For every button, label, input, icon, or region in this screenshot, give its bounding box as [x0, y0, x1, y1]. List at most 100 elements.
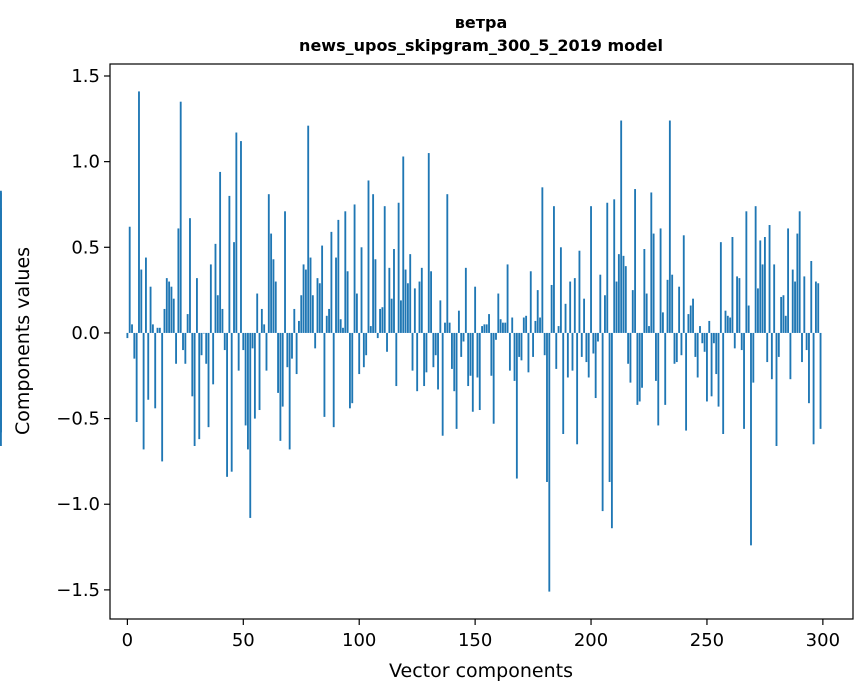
bar [754, 206, 757, 333]
bar [223, 332, 226, 351]
bar [780, 296, 783, 333]
bar [263, 324, 266, 333]
chart-title: ветра [455, 13, 508, 32]
bar [427, 153, 430, 333]
bar [694, 332, 697, 357]
bar [712, 332, 715, 344]
bar [207, 332, 210, 428]
bar [805, 332, 808, 351]
bar [467, 332, 470, 387]
bar [710, 332, 713, 397]
bar [400, 300, 402, 333]
bar [555, 332, 558, 369]
bar [158, 327, 161, 333]
bar [763, 237, 766, 333]
bar [342, 327, 344, 333]
bar [133, 332, 136, 359]
bar [281, 332, 284, 407]
bar [369, 326, 372, 333]
bar [729, 317, 732, 333]
y-tick-label: 1.5 [71, 66, 100, 87]
y-axis-ticks: 1.5 1.0 0.5 0.0 −0.5 −1.0 −1.5 [56, 66, 110, 601]
x-tick-label: 150 [458, 630, 492, 651]
bar [553, 206, 555, 333]
bar [411, 332, 414, 371]
bar [573, 278, 576, 333]
bar [522, 317, 525, 333]
bar [230, 332, 233, 472]
bar [559, 247, 562, 333]
bar [170, 286, 173, 333]
y-tick-label: 1.0 [71, 152, 100, 173]
bar [413, 288, 416, 333]
bar [418, 281, 421, 333]
bar [321, 245, 324, 333]
bar [214, 243, 217, 333]
bar [504, 322, 507, 333]
bar [295, 332, 298, 375]
bar [657, 332, 660, 426]
bar [302, 264, 305, 333]
bar [135, 332, 138, 423]
bar [557, 326, 560, 333]
bar [576, 332, 579, 445]
bar [722, 332, 725, 434]
x-tick-label: 50 [232, 630, 255, 651]
bar [782, 295, 785, 333]
bar [138, 91, 140, 333]
bar [680, 332, 683, 356]
bar [643, 249, 646, 333]
y-tick-label: 0.0 [71, 323, 100, 344]
bar [0, 245, 2, 333]
bar [460, 332, 463, 357]
bar [541, 187, 544, 333]
bar [508, 332, 511, 371]
bar [706, 332, 708, 402]
bar [499, 319, 502, 333]
bar [316, 278, 319, 333]
bar [664, 332, 667, 405]
bar [332, 332, 335, 428]
bar [608, 332, 611, 482]
bar [733, 332, 736, 349]
bar [784, 315, 787, 333]
bar [794, 281, 796, 333]
bar [298, 320, 300, 333]
bar [200, 332, 203, 356]
bar [140, 269, 143, 333]
bar [485, 324, 488, 333]
bar [610, 332, 613, 529]
bar [376, 332, 379, 339]
x-tick-label: 300 [806, 630, 840, 651]
bar [587, 332, 590, 378]
bar [337, 219, 340, 333]
bar [471, 332, 474, 412]
bar [810, 260, 813, 333]
bar [175, 332, 177, 364]
bar [701, 332, 704, 344]
bar [652, 233, 655, 333]
bar [717, 332, 720, 407]
bar [583, 298, 586, 333]
bar [179, 101, 182, 333]
bar [284, 211, 286, 333]
bar [277, 332, 279, 393]
bar [430, 271, 432, 333]
bar [367, 180, 370, 333]
bar [520, 332, 523, 361]
bar [682, 235, 685, 333]
bar [202, 332, 205, 334]
bar [212, 332, 215, 385]
bar [318, 283, 321, 333]
bar [476, 332, 479, 378]
y-axis-label: Components values [12, 247, 34, 435]
bar [267, 194, 270, 333]
bar [274, 281, 277, 333]
bar [154, 332, 157, 409]
bar [685, 332, 688, 431]
bar [622, 255, 625, 333]
bar [265, 332, 268, 371]
bar [386, 332, 388, 352]
bar [457, 310, 460, 333]
bar [743, 332, 745, 429]
